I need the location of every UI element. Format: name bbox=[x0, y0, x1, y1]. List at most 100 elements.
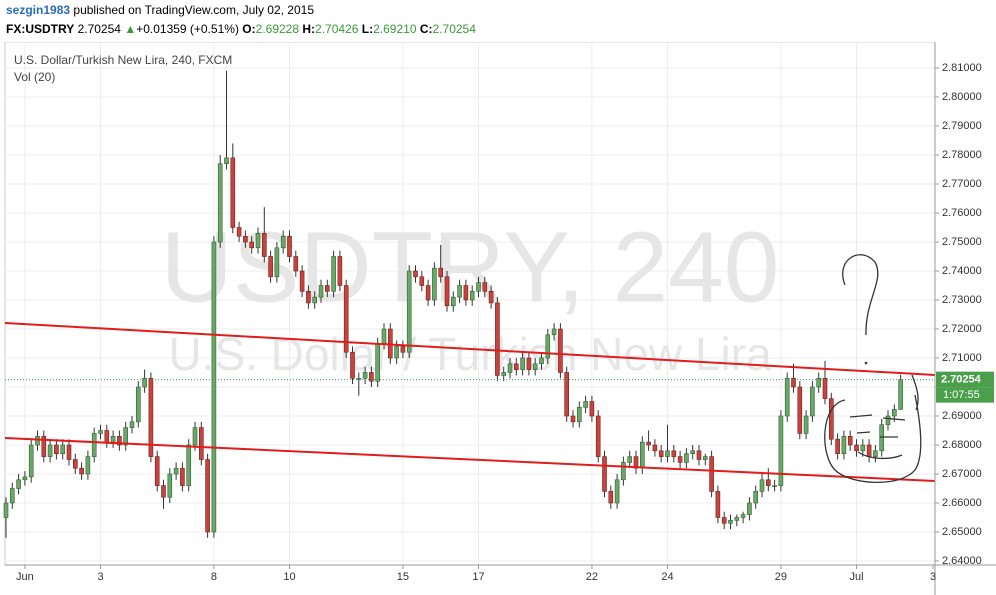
candle-body bbox=[110, 436, 116, 443]
candle-body bbox=[457, 285, 462, 298]
candle-body bbox=[274, 247, 280, 278]
o-label: O: bbox=[242, 22, 256, 36]
candle-body bbox=[476, 282, 481, 292]
candle-body bbox=[602, 456, 607, 492]
y-tick-label: 2.72000 bbox=[942, 323, 982, 335]
symbol: FX:USDTRY bbox=[6, 22, 75, 36]
last: 2.70254 bbox=[77, 22, 121, 36]
candle-body bbox=[192, 427, 198, 446]
x-tick-label: 24 bbox=[661, 571, 673, 583]
candle-body bbox=[293, 256, 299, 272]
candle-body bbox=[665, 450, 670, 457]
candle-body bbox=[677, 456, 683, 463]
candle-body bbox=[810, 386, 815, 417]
candle-body bbox=[117, 436, 122, 446]
candle-body bbox=[898, 379, 903, 410]
candle-body bbox=[280, 235, 286, 249]
candle-body bbox=[658, 450, 664, 457]
l-value: 2.69210 bbox=[373, 22, 417, 36]
candle-body bbox=[759, 479, 765, 492]
published-text: published on TradingView.com, July 02, 2… bbox=[73, 3, 314, 17]
candle-body bbox=[91, 433, 97, 457]
candle-body bbox=[400, 346, 406, 353]
candle-body bbox=[488, 291, 494, 304]
c-value: 2.70254 bbox=[432, 22, 476, 36]
candle-body bbox=[551, 328, 557, 336]
candle-body bbox=[702, 456, 708, 460]
x-tick-label: 3 bbox=[97, 571, 103, 583]
candle-body bbox=[375, 343, 381, 382]
x-tick-label: 22 bbox=[586, 571, 598, 583]
candle-body bbox=[841, 436, 847, 455]
candle-body bbox=[709, 456, 714, 492]
candle-body bbox=[438, 267, 444, 278]
user-name[interactable]: sezgin1983 bbox=[6, 3, 71, 17]
y-tick-label: 2.76000 bbox=[942, 207, 982, 219]
candle-body bbox=[652, 444, 658, 452]
candle-body bbox=[816, 378, 822, 388]
y-tick-label: 2.78000 bbox=[942, 149, 982, 161]
candle-body bbox=[381, 328, 387, 344]
candle-body bbox=[507, 363, 513, 373]
candle-body bbox=[350, 351, 355, 379]
candle-body bbox=[243, 235, 248, 243]
candle-body bbox=[255, 233, 261, 249]
candle-body bbox=[854, 444, 859, 452]
candle-body bbox=[199, 427, 204, 460]
candle-body bbox=[425, 285, 431, 301]
y-tick-label: 2.75000 bbox=[942, 236, 982, 248]
candle-body bbox=[394, 346, 399, 359]
candle-body bbox=[22, 476, 28, 481]
candle-body bbox=[287, 235, 292, 257]
candle-body bbox=[495, 302, 500, 376]
candle-body bbox=[3, 502, 9, 518]
candle-body bbox=[614, 479, 620, 504]
arrow: ▲ bbox=[124, 22, 137, 36]
candle-body bbox=[526, 357, 532, 370]
candle-body bbox=[261, 233, 267, 257]
candle-body bbox=[835, 438, 840, 455]
candle-body bbox=[765, 479, 771, 486]
chart: USDTRY, 240 U.S. Dollar / Turkish New Li… bbox=[3, 42, 996, 595]
candle-body bbox=[331, 256, 336, 292]
candle-body bbox=[847, 436, 853, 446]
candle-body bbox=[369, 372, 374, 382]
candle-body bbox=[885, 415, 891, 426]
candle-body bbox=[167, 473, 173, 498]
quote-line: FX:USDTRY 2.70254 ▲+0.01359 (+0.51%) O:2… bbox=[6, 22, 476, 36]
candle-body bbox=[778, 415, 784, 486]
candle-body bbox=[671, 450, 677, 457]
candle-body bbox=[444, 276, 450, 307]
candle-body bbox=[740, 514, 746, 518]
candle-body bbox=[148, 378, 154, 457]
candle-body bbox=[98, 430, 103, 434]
y-tick-label: 2.73000 bbox=[942, 294, 982, 306]
countdown-label: 1:07:55 bbox=[943, 389, 980, 401]
x-tick-label: 17 bbox=[472, 571, 484, 583]
candle-body bbox=[828, 398, 834, 440]
candle-body bbox=[356, 378, 362, 380]
candle-body bbox=[224, 157, 229, 165]
candle-body bbox=[873, 450, 878, 457]
drawing-face bbox=[824, 374, 922, 484]
candle-body bbox=[583, 401, 588, 408]
x-tick-label: 3 bbox=[930, 571, 936, 583]
candle-body bbox=[299, 270, 305, 292]
candle-body bbox=[621, 462, 626, 481]
drawing-face-lines bbox=[849, 414, 906, 460]
candle-body bbox=[734, 517, 740, 521]
candle-body bbox=[324, 285, 330, 292]
candle-body bbox=[608, 491, 614, 504]
candle-body bbox=[85, 456, 91, 475]
h-label: H: bbox=[302, 22, 316, 36]
y-tick-label: 2.64000 bbox=[942, 555, 982, 567]
chart-title: U.S. Dollar/Turkish New Lira, 240, FXCM bbox=[14, 53, 232, 67]
c-label: C: bbox=[419, 22, 433, 36]
y-tick-label: 2.66000 bbox=[942, 497, 982, 509]
candle-body bbox=[211, 241, 217, 533]
candle-body bbox=[249, 241, 254, 249]
candle-body bbox=[186, 444, 191, 486]
publish-line: sezgin1983 published on TradingView.com,… bbox=[6, 3, 314, 17]
chart-subtitle: Vol (20) bbox=[14, 70, 55, 84]
y-tick-label: 2.65000 bbox=[942, 526, 982, 538]
